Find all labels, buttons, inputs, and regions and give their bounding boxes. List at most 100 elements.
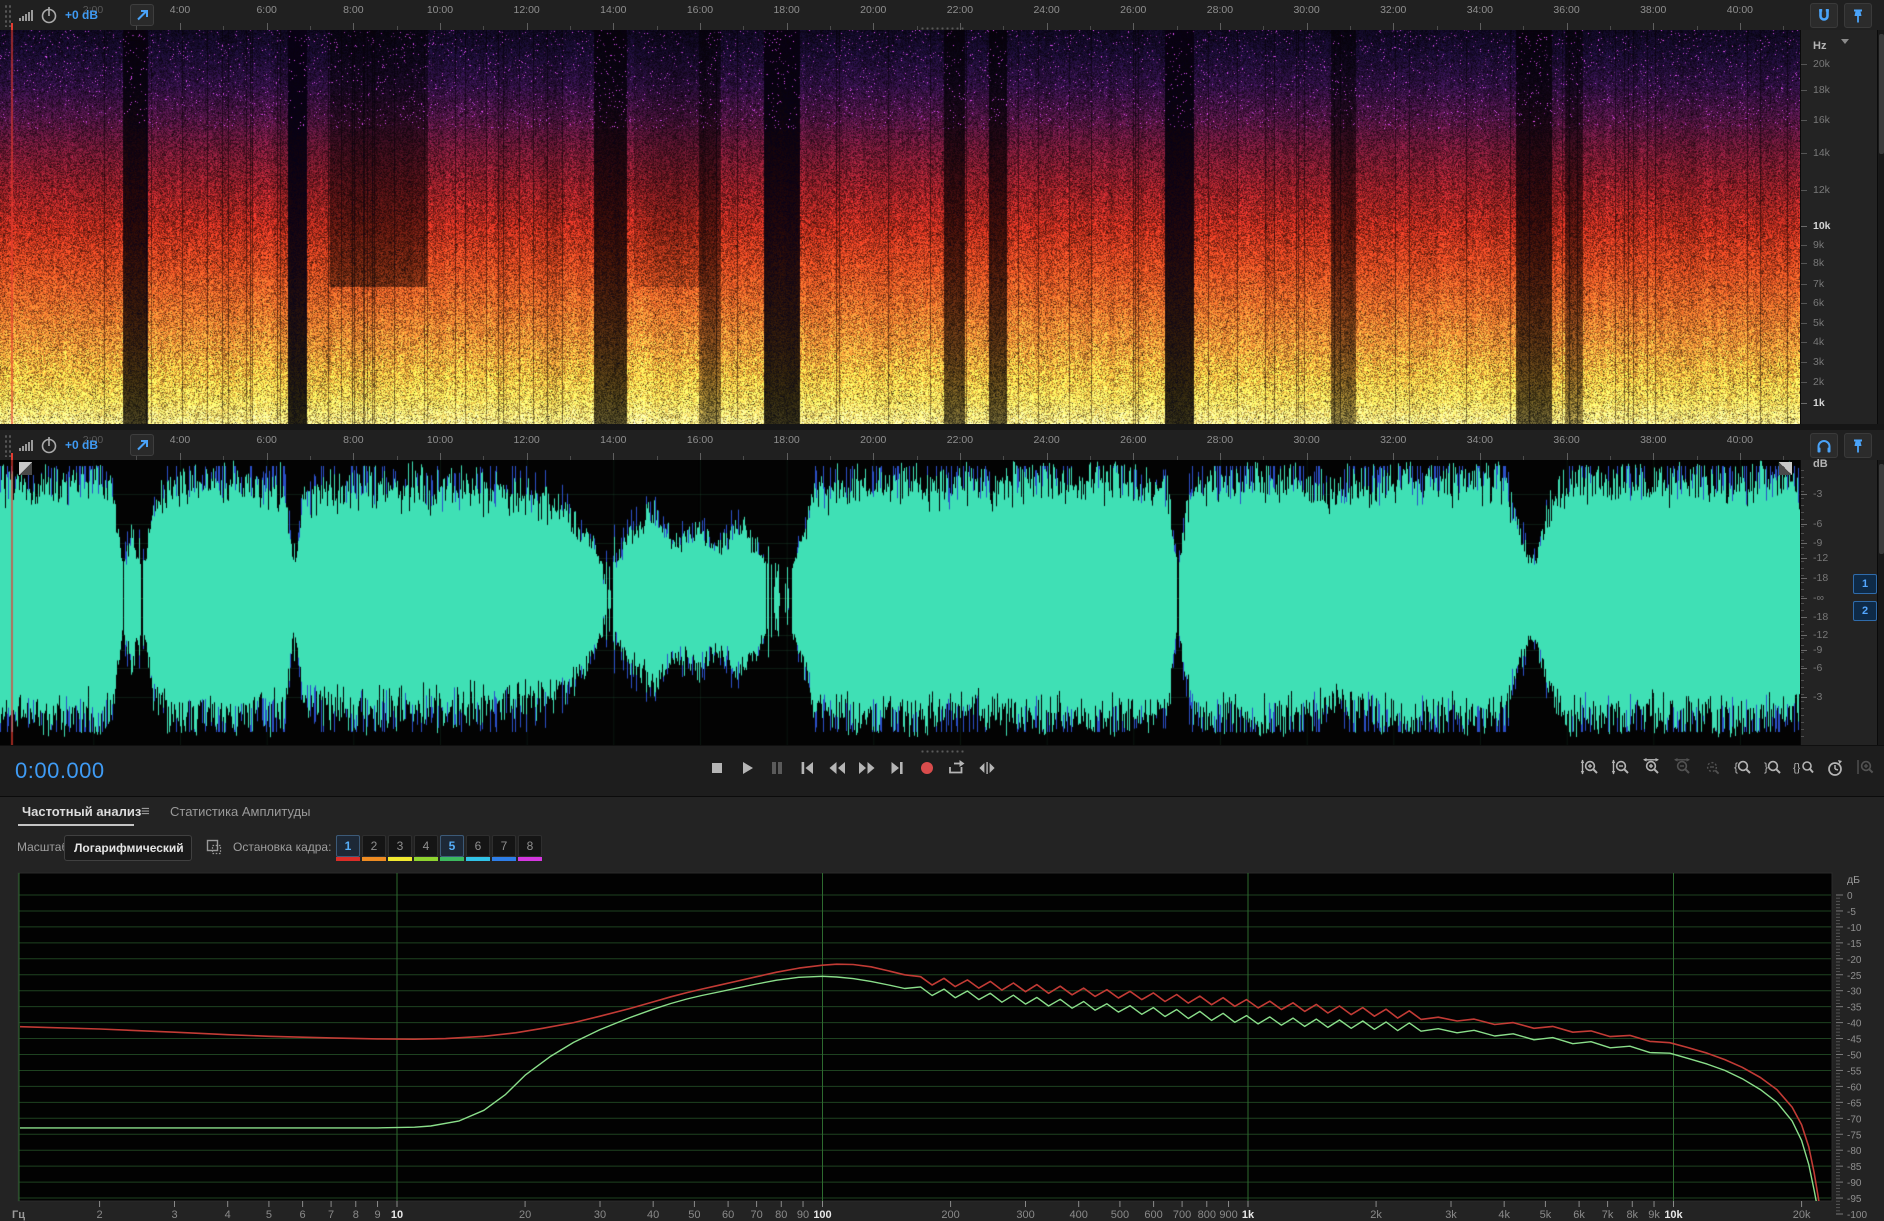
db-tick-minor	[1801, 477, 1804, 478]
selection-handle-right[interactable]	[1779, 462, 1792, 475]
frame-hold-button-6[interactable]: 6	[466, 835, 490, 857]
waveform-timeline-ruler[interactable]: 2:00 4:00 6:00 8:00 10:00 12:00 14:00 16:00 18:0…	[0, 430, 1884, 461]
zoom-full-button[interactable]	[1853, 755, 1879, 781]
stop-button[interactable]	[704, 755, 730, 781]
pause-button[interactable]	[764, 755, 790, 781]
zoom-out-point-button[interactable]: }	[1761, 755, 1787, 781]
frequency-plot[interactable]: 2 3 4 5 6 7 8 9 10 20 30 40 50 60 70 80 90 100 200 300 400 50…	[0, 869, 1884, 1221]
pin-button[interactable]	[1844, 433, 1872, 458]
ruler-tick-major	[1393, 23, 1395, 30]
frame-hold-button-5[interactable]: 5	[440, 835, 464, 857]
y-tick-label: -25	[1847, 971, 1862, 982]
record-button[interactable]	[914, 755, 940, 781]
spectrogram-timeline-ruler[interactable]: 2:00 4:00 6:00 8:00 10:00 12:00 14:00 16:00 18:0…	[0, 0, 1884, 31]
ruler-tick-label: 2:00	[82, 434, 104, 446]
freq-tick-label: 5k	[1813, 317, 1825, 329]
db-tick-minor	[1801, 694, 1804, 695]
zoom-in-point-button[interactable]: {	[1731, 755, 1757, 781]
frame-hold-color-1	[336, 857, 360, 861]
frame-hold-button-4[interactable]: 4	[414, 835, 438, 857]
loop-playback-button[interactable]	[944, 755, 970, 781]
ruler-tick-major	[439, 453, 441, 460]
y-tick-label: -65	[1847, 1098, 1862, 1109]
db-tick-minor	[1801, 666, 1804, 667]
pin-playhead-button[interactable]	[130, 4, 155, 26]
frame-hold-button-8[interactable]: 8	[518, 835, 542, 857]
caret-down-icon[interactable]	[1840, 32, 1850, 50]
playhead-caret[interactable]	[11, 23, 13, 30]
spectrogram-display[interactable]	[0, 30, 1800, 424]
amplitude-scale[interactable]: dB -3 -6 -9 -12 -18 -∞ -18 -12 -9 -6 -3 1 2	[1800, 458, 1878, 745]
ruler-tick-major	[613, 23, 615, 30]
ruler-tick-minor	[656, 456, 658, 460]
channel-badge-2[interactable]: 2	[1853, 601, 1877, 621]
channel-badge-1[interactable]: 1	[1853, 574, 1877, 594]
freq-tick	[1801, 226, 1807, 227]
panel-divider	[0, 424, 1884, 430]
ruler-tick-label: 16:00	[686, 4, 714, 16]
ruler-tick-major	[1393, 453, 1395, 460]
svg-text:{}: {}	[1793, 762, 1801, 774]
frame-hold-button-7[interactable]: 7	[492, 835, 516, 857]
zoom-in-vertical-button[interactable]	[1578, 755, 1604, 781]
fast-forward-button[interactable]	[854, 755, 880, 781]
clock-icon	[39, 435, 59, 455]
scrollbar-thumb[interactable]	[1879, 34, 1884, 154]
skip-to-end-button[interactable]	[884, 755, 910, 781]
x-tick-label: 800	[1198, 1209, 1216, 1221]
skip-to-start-button[interactable]	[794, 755, 820, 781]
rewind-button[interactable]	[824, 755, 850, 781]
tab-frequency-analysis[interactable]: Частотный анализ	[22, 804, 142, 819]
x-tick-label: 10k	[1664, 1209, 1683, 1221]
frame-hold-button-1[interactable]: 1	[336, 835, 360, 857]
headphones-button[interactable]	[1810, 433, 1838, 458]
db-tick-label: -9	[1813, 537, 1823, 549]
zoom-out-horizontal-button[interactable]	[1670, 755, 1696, 781]
x-tick-label: 100	[813, 1209, 831, 1221]
ruler-tick-minor	[1003, 26, 1005, 30]
panel-grip[interactable]	[3, 433, 12, 457]
frame-hold-button-3[interactable]: 3	[388, 835, 412, 857]
x-tick-label: 600	[1144, 1209, 1162, 1221]
ruler-tick-major	[1306, 453, 1308, 460]
ruler-tick-minor	[1003, 456, 1005, 460]
pin-button[interactable]	[1844, 3, 1872, 28]
selection-handle-left[interactable]	[19, 462, 32, 475]
zoom-out-vertical-button[interactable]	[1609, 755, 1635, 781]
spot-playback-button[interactable]	[974, 755, 1000, 781]
ruler-tick-major	[699, 23, 701, 30]
panel-menu-icon[interactable]: ≡	[141, 803, 150, 820]
pin-playhead-button[interactable]	[130, 434, 155, 456]
spectrogram-scrollbar[interactable]	[1877, 30, 1884, 424]
y-axis-unit: дБ	[1847, 874, 1860, 886]
play-button[interactable]	[734, 755, 760, 781]
scrollbar-thumb[interactable]	[1879, 464, 1884, 554]
waveform-display[interactable]	[0, 460, 1800, 745]
x-tick-label: 6	[300, 1209, 306, 1221]
time-display[interactable]: 0:00.000	[15, 758, 105, 783]
zoom-selection-button[interactable]: {}	[1792, 755, 1818, 781]
db-tick-minor	[1801, 645, 1804, 646]
zoom-reset-button[interactable]	[1700, 755, 1726, 781]
playhead-caret[interactable]	[11, 453, 13, 460]
db-tick-minor	[1801, 708, 1804, 709]
ruler-tick-major	[1653, 453, 1655, 460]
tab-amplitude-statistics[interactable]: Статистика Амплитуды	[170, 804, 311, 819]
scale-dropdown[interactable]: Логарифмический	[64, 835, 192, 861]
gain-value[interactable]: +0 dB	[65, 438, 99, 452]
frame-hold-button-2[interactable]: 2	[362, 835, 386, 857]
freq-tick-label: 20k	[1813, 58, 1830, 70]
panel-grip[interactable]	[3, 3, 12, 27]
ruler-tick-label: 32:00	[1380, 4, 1407, 16]
zoom-history-button[interactable]	[1822, 755, 1848, 781]
copy-frame-icon[interactable]	[204, 837, 224, 862]
magnet-button[interactable]	[1810, 3, 1838, 28]
waveform-scrollbar[interactable]	[1877, 460, 1884, 745]
frequency-scale[interactable]: Hz 20k 18k 16k 14k 12k 10k 9k 8k 7k 6k 5k 4k 3k 2k 1k	[1800, 30, 1878, 424]
zoom-in-horizontal-button[interactable]	[1639, 755, 1665, 781]
panel-resize-handle[interactable]	[920, 26, 964, 31]
gain-value[interactable]: +0 dB	[65, 8, 99, 22]
freq-tick-label: 10k	[1813, 220, 1831, 232]
panel-resize-handle[interactable]	[920, 749, 964, 754]
